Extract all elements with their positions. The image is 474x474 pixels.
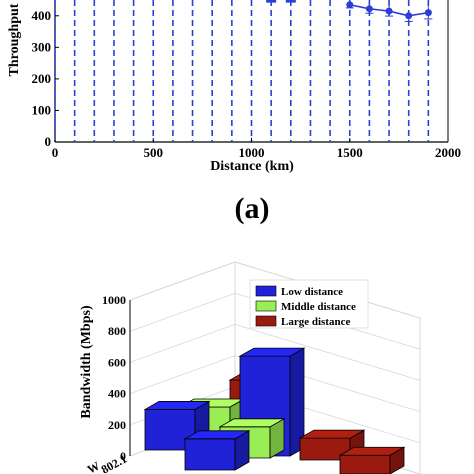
legend-label: Middle distance [281,301,356,313]
x-tick-label: 1500 [337,145,363,160]
legend-swatch [255,300,277,312]
x-tick-label: 0 [52,145,59,160]
bar-top-face [238,347,306,357]
y-tick-label: 100 [32,102,52,117]
data-point [424,9,432,17]
z-tick-label: 600 [108,355,126,369]
data-point [385,7,393,15]
bar-top-face [338,446,406,456]
z-axis-label: Bandwidth (Mbps) [79,305,94,419]
x-tick-labels: 0 500 1000 1500 2000 [52,138,461,160]
legend-label: Low distance [281,286,343,298]
z-tick-label: 400 [108,387,126,401]
y-tick-label: 400 [32,8,52,23]
x-tick-label: 1000 [239,145,265,160]
legend: Low distance Middle distance Large distanc… [249,279,369,329]
grid-line [129,355,236,394]
data-point [405,12,413,20]
legend-swatch [255,285,277,297]
x-tick-label: 500 [144,145,164,160]
bar-top-face [183,430,251,440]
y-tick-labels: 0 100 200 300 400 [32,8,59,149]
category-tick-w: W [85,459,102,474]
data-point [285,0,296,3]
bar-front-face [184,438,236,471]
grid-line [129,292,236,332]
data-point [365,5,373,13]
x-axis-label: Distance (km) [210,159,294,174]
bars [143,347,406,474]
line-chart-panel: 0 500 1000 1500 2000 0 100 200 300 400 Distance … [7,0,461,225]
bar-top-face [298,429,366,439]
y-tick-label: 0 [45,134,52,149]
throughput-series [266,0,433,22]
data-point [266,0,277,3]
bar-front-face [339,454,391,474]
y-axis-label: Throughput [7,3,22,76]
z-tick-label: 200 [108,418,126,432]
z-tick-label: 1000 [102,293,126,307]
z-tick-label: 0 [120,449,126,463]
legend-items: Low distance Middle distance Large distanc… [255,285,356,328]
z-tick-label: 800 [108,324,126,338]
y-tick-label: 300 [32,39,52,54]
grid-line [129,324,236,363]
bar-top-face [143,401,211,410]
data-point [346,1,354,9]
z-tick-labels: 0 200 400 600 800 1000 [102,293,126,463]
bar-2 [183,430,251,471]
grid-line [129,261,236,301]
bar-7 [338,446,406,474]
y-tick-label: 200 [32,71,52,86]
bar-top-face [218,418,286,428]
panel-label: (a) [235,192,270,225]
legend-swatch [255,315,277,327]
legend-label: Large distance [281,316,350,328]
vertical-dashed-lines [54,0,430,142]
grid-line [234,324,421,381]
x-tick-label: 2000 [435,145,461,160]
